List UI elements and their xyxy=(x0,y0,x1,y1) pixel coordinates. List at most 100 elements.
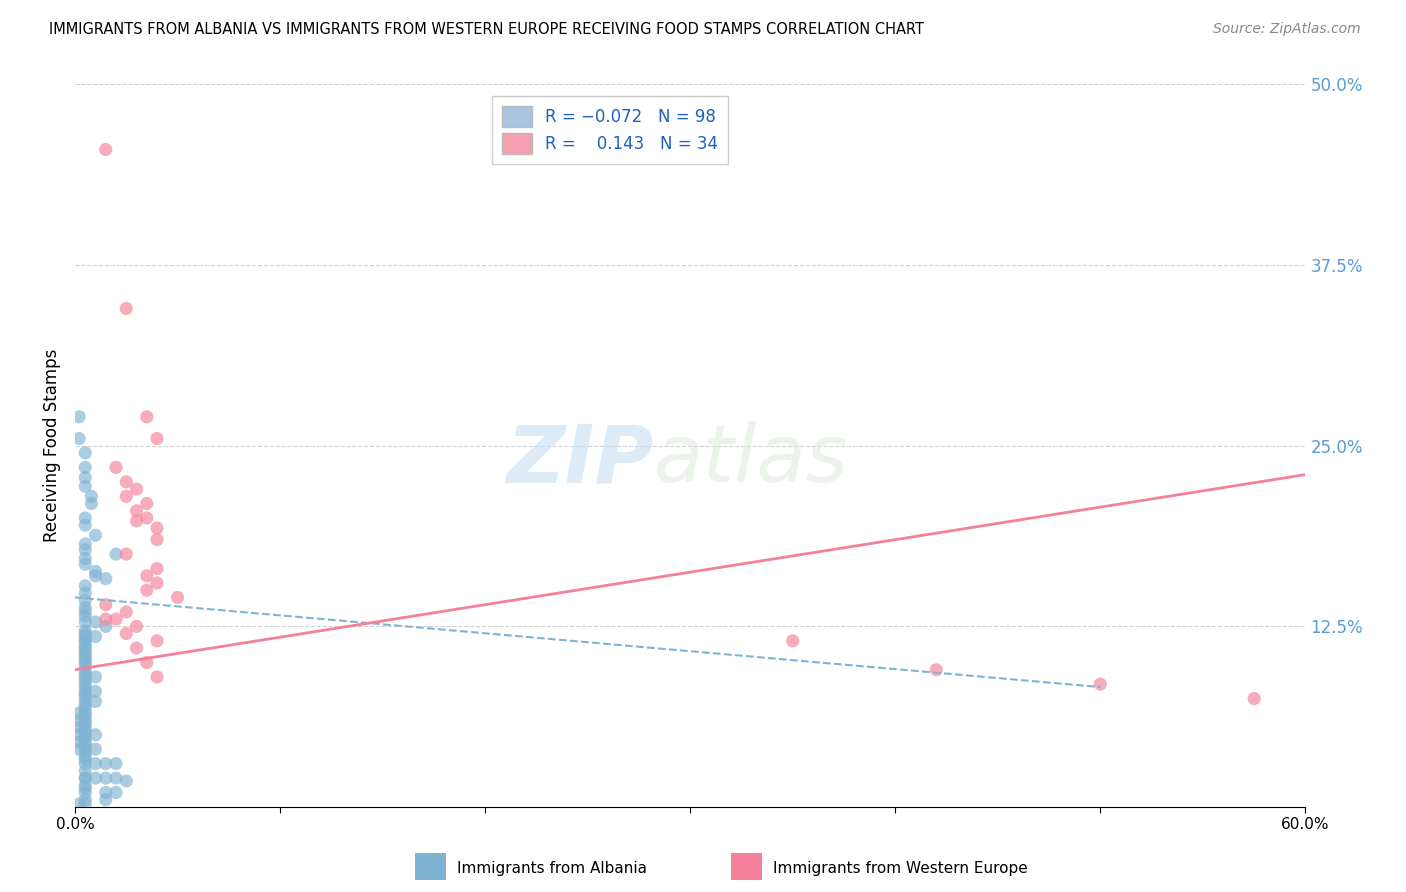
Point xyxy=(75,586,97,600)
Point xyxy=(105,612,128,626)
Point xyxy=(94,785,117,799)
Point xyxy=(75,542,97,557)
Point xyxy=(75,609,97,624)
Point xyxy=(75,742,97,756)
Point xyxy=(75,667,97,681)
Point xyxy=(75,677,97,691)
Point xyxy=(75,684,97,698)
Point xyxy=(75,644,97,658)
Point xyxy=(1243,691,1265,706)
Point xyxy=(84,694,107,708)
Point xyxy=(146,561,169,575)
Point xyxy=(67,735,90,749)
Point xyxy=(75,702,97,716)
Point xyxy=(75,716,97,731)
Point xyxy=(146,533,169,547)
Point xyxy=(75,647,97,661)
Point xyxy=(115,475,138,489)
Point xyxy=(75,460,97,475)
Point xyxy=(94,771,117,785)
Point xyxy=(75,518,97,533)
Y-axis label: Receiving Food Stamps: Receiving Food Stamps xyxy=(44,349,60,542)
Point xyxy=(75,626,97,640)
Text: atlas: atlas xyxy=(654,421,848,500)
Point xyxy=(135,496,157,510)
Point xyxy=(782,633,804,648)
Point xyxy=(105,547,128,561)
Point xyxy=(67,713,90,727)
Point xyxy=(94,793,117,807)
Point xyxy=(135,583,157,598)
Point xyxy=(75,785,97,799)
Legend: R = −0.072   N = 98, R =    0.143   N = 34: R = −0.072 N = 98, R = 0.143 N = 34 xyxy=(492,96,728,164)
Point xyxy=(125,619,148,633)
Point xyxy=(75,687,97,701)
Point xyxy=(75,615,97,629)
Point xyxy=(75,698,97,713)
Point xyxy=(75,723,97,738)
Point xyxy=(94,572,117,586)
Point xyxy=(75,690,97,705)
Point xyxy=(75,694,97,708)
Point xyxy=(75,764,97,778)
Point xyxy=(75,680,97,694)
Point xyxy=(135,656,157,670)
Point xyxy=(166,591,188,605)
Point xyxy=(84,756,107,771)
Point xyxy=(75,752,97,766)
Point xyxy=(75,658,97,673)
Point xyxy=(115,605,138,619)
Point xyxy=(80,489,103,503)
Point xyxy=(115,547,138,561)
Point xyxy=(75,638,97,652)
Point xyxy=(925,663,948,677)
Point xyxy=(146,521,169,535)
Point xyxy=(75,721,97,735)
Point xyxy=(75,797,97,811)
Point xyxy=(75,633,97,648)
Point xyxy=(125,640,148,655)
Point xyxy=(75,735,97,749)
Point xyxy=(84,630,107,644)
Point xyxy=(75,551,97,566)
Point xyxy=(75,511,97,525)
Point xyxy=(146,670,169,684)
Point xyxy=(135,568,157,582)
Text: Source: ZipAtlas.com: Source: ZipAtlas.com xyxy=(1213,22,1361,37)
Point xyxy=(115,489,138,503)
Point xyxy=(75,640,97,655)
Point xyxy=(75,537,97,551)
Point xyxy=(75,728,97,742)
Point xyxy=(84,615,107,629)
Point xyxy=(75,771,97,785)
Point xyxy=(84,670,107,684)
Point xyxy=(84,728,107,742)
Point xyxy=(105,460,128,475)
Point xyxy=(75,446,97,460)
Point xyxy=(146,633,169,648)
Point xyxy=(125,504,148,518)
Point xyxy=(75,706,97,720)
Point xyxy=(75,630,97,644)
Point xyxy=(75,713,97,727)
Point xyxy=(75,781,97,796)
Point xyxy=(146,576,169,591)
Point xyxy=(67,742,90,756)
Point xyxy=(75,670,97,684)
Point xyxy=(84,565,107,579)
Point xyxy=(146,432,169,446)
Point xyxy=(115,626,138,640)
Point xyxy=(115,301,138,316)
Point xyxy=(94,619,117,633)
Point xyxy=(125,514,148,528)
Point xyxy=(125,482,148,496)
Point xyxy=(75,624,97,638)
Point xyxy=(67,706,90,720)
Point xyxy=(84,528,107,542)
Point xyxy=(105,756,128,771)
Text: ZIP: ZIP xyxy=(506,421,654,500)
Point xyxy=(67,728,90,742)
Point xyxy=(75,663,97,677)
Point xyxy=(105,785,128,799)
Point xyxy=(67,409,90,424)
